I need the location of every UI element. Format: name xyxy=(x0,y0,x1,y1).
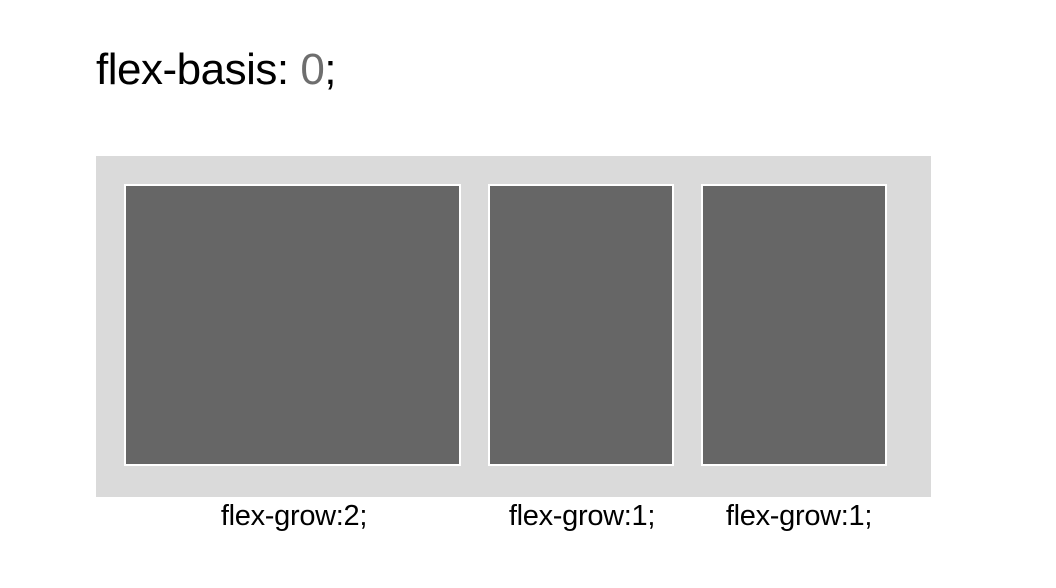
flex-item-grow-2 xyxy=(124,184,461,466)
property-name: flex-basis: xyxy=(96,45,289,94)
flex-item-label: flex-grow:2; xyxy=(220,500,368,532)
page-title: flex-basis: 0; xyxy=(96,42,337,98)
flex-item-label: flex-grow:1; xyxy=(508,500,656,532)
flex-container xyxy=(96,156,931,497)
flex-item-grow-1-first xyxy=(488,184,674,466)
flex-item-label: flex-grow:1; xyxy=(725,500,873,532)
property-value: 0 xyxy=(300,45,325,94)
flex-item-grow-1-second xyxy=(701,184,887,466)
property-terminator: ; xyxy=(324,45,337,94)
